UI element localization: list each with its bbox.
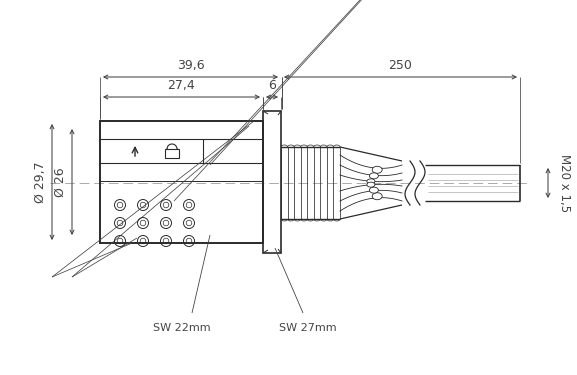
- Ellipse shape: [369, 187, 379, 193]
- Text: Ø 29,7: Ø 29,7: [34, 161, 47, 203]
- Bar: [100, 121, 263, 243]
- Text: M20 x 1,5: M20 x 1,5: [558, 154, 571, 212]
- Ellipse shape: [367, 179, 375, 184]
- Ellipse shape: [367, 182, 375, 187]
- Text: SW 27mm: SW 27mm: [279, 323, 337, 333]
- Bar: [165, 149, 179, 158]
- Text: SW 22mm: SW 22mm: [153, 323, 211, 333]
- Text: 39,6: 39,6: [177, 59, 204, 72]
- Ellipse shape: [372, 193, 382, 200]
- Bar: [263, 111, 281, 253]
- Text: 250: 250: [388, 59, 413, 72]
- Ellipse shape: [369, 173, 379, 179]
- Ellipse shape: [372, 166, 382, 173]
- Text: Ø 26: Ø 26: [54, 167, 67, 197]
- Text: 27,4: 27,4: [168, 79, 196, 92]
- Text: 6: 6: [268, 79, 276, 92]
